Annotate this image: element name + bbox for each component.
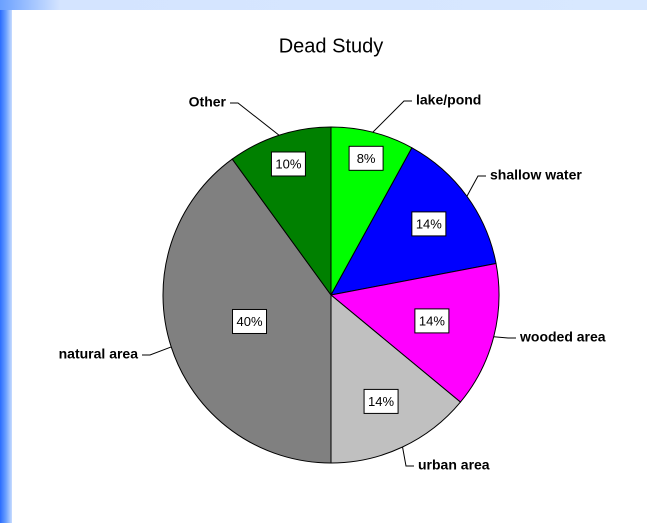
- category-label: wooded area: [519, 329, 606, 345]
- value-label-box: [348, 145, 384, 171]
- chart: Dead Study 8% lake/pond 14% shallow water 14…: [12, 10, 647, 523]
- value-label-box: [411, 211, 447, 237]
- value-label: 10%: [275, 156, 301, 171]
- pie-slice: [330, 293, 462, 464]
- leader-line: [466, 175, 486, 197]
- value-label: 14%: [416, 216, 442, 231]
- category-label: natural area: [59, 346, 139, 362]
- category-label: shallow water: [490, 167, 582, 183]
- category-label: Other: [189, 94, 227, 110]
- category-label: urban area: [418, 457, 490, 473]
- top-strip: [0, 0, 647, 10]
- value-label: 14%: [368, 394, 394, 409]
- value-label-box: [363, 388, 399, 414]
- value-label-box: [232, 308, 268, 334]
- value-label: 14%: [419, 313, 445, 328]
- leader-line: [142, 346, 172, 356]
- value-label-box: [270, 151, 306, 177]
- value-label: 8%: [357, 151, 376, 166]
- value-label-box: [414, 308, 450, 334]
- leader-line: [402, 446, 414, 467]
- leader-line: [372, 100, 412, 133]
- leader-line: [230, 102, 280, 136]
- leader-line: [493, 336, 516, 339]
- category-label: lake/pond: [416, 92, 481, 108]
- value-label: 40%: [236, 314, 262, 329]
- chart-title: Dead Study: [279, 35, 384, 57]
